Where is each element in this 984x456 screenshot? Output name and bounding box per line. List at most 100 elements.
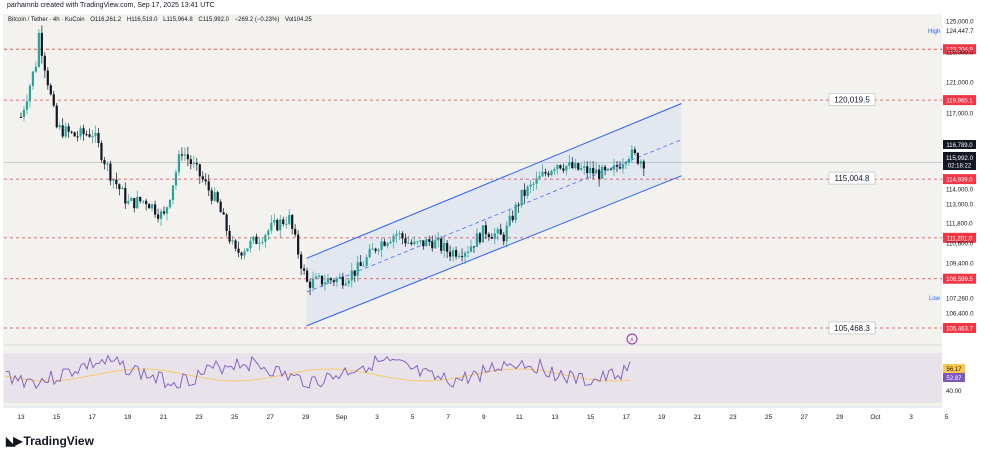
time-tick: 5 [411,414,415,421]
candle-body [341,276,344,286]
candle-body [82,128,85,135]
candle-body [514,204,517,221]
level-tag-text: 123,204.9 [946,48,973,54]
candle-body [183,154,186,156]
candle-body [37,32,40,67]
candle-body [294,228,297,235]
candle-body [249,240,252,249]
tradingview-logo[interactable]: ◣▶ TradingView [6,434,94,448]
annotation-box [828,171,876,185]
candle-body [350,270,353,281]
candle-body [347,280,350,284]
candle-body [142,200,145,202]
candle-body [195,162,198,165]
candle-body [344,283,347,286]
candle-body [437,238,440,241]
candle-body [305,270,309,282]
candle-body [642,161,645,169]
candle-body [52,94,55,106]
candle-body [127,200,130,204]
ohlc-change: −269.2 (−0.23%) [234,17,280,23]
time-tick: 13 [551,414,559,421]
candle-body [598,169,601,179]
candle-body [463,252,467,257]
price-tick: 119,000.0 [946,50,974,57]
candle-body [383,241,386,246]
candle-body [139,197,142,202]
candle-body [136,197,139,209]
candle-body [198,164,201,177]
candle-body [404,238,407,244]
candle-body [270,222,273,231]
candle-body [180,154,184,156]
candle-body [449,251,452,257]
candle-body [124,188,127,204]
candle-body [213,192,216,201]
channel-upper [306,103,682,259]
candle-body [73,132,76,137]
candle-body [618,166,622,169]
ohlc-open: O116,261.2 [90,17,122,23]
candle-body [416,241,419,243]
candle-body [568,162,571,166]
candle-body [615,165,619,167]
candle-body [303,268,306,271]
level-tag-text: 111,201.0 [947,236,973,242]
candle-body [475,233,479,247]
candle-body [338,276,341,279]
candle-body [261,241,264,243]
candle-body [145,200,148,205]
price-tick: 125,000.0 [946,19,974,26]
candle-body [452,250,455,257]
candle-body [237,248,240,253]
chart-panel[interactable] [3,14,942,407]
candle-body [308,281,312,288]
time-axis: 13 15 17 19 21 23 25 27 29 Sep 3 5 7 9 11 13 15 17 19 21 23 2… [3,406,949,421]
candle-body [559,165,562,169]
candle-body [469,246,473,252]
candle-body [329,278,333,281]
candle-body [25,101,29,110]
channel-fill [306,103,682,326]
price-scale-labels: 123,204.9 119,965.1 114,939.0 111,201.0 108,… [928,19,976,333]
ohlc-high: H116,519.0 [126,17,158,23]
parallel-channel [306,103,682,327]
candle-body [577,163,580,170]
candle-body [276,220,279,231]
time-tick: 25 [765,414,773,421]
candle-body [67,126,70,132]
candle-body [586,166,589,174]
candle-body [159,211,163,219]
candle-body [168,199,172,208]
candle-body [359,262,362,266]
rsi-band-fill [4,353,942,403]
level-tag [943,95,976,106]
candle-body [413,241,416,245]
candle-body [401,233,404,239]
channel-lower [306,175,682,327]
level-tag [943,174,976,185]
price-tick: 117,000.0 [946,111,974,118]
price-scale[interactable] [942,14,984,407]
candle-body [523,189,526,196]
candle-body [446,243,449,252]
annotation-text: 115,004.8 [835,174,871,183]
candle-body [133,198,136,209]
candle-body [630,149,633,159]
candle-body [207,181,210,191]
annotation-text: 120,019.5 [834,95,870,104]
rsi-tag [943,373,965,382]
candle-body [154,204,157,215]
candle-body [574,163,577,168]
ohlc-close: C115,992.0 [198,17,229,23]
low-label: Low [929,296,941,302]
candle-body [201,176,204,180]
rsi-tick: 40.00 [946,388,962,395]
candle-body [520,189,523,206]
candle-body [395,234,398,236]
candle-body [583,166,586,168]
rsi-band [4,344,942,403]
candle-body [300,254,303,269]
candle-body [490,237,493,239]
